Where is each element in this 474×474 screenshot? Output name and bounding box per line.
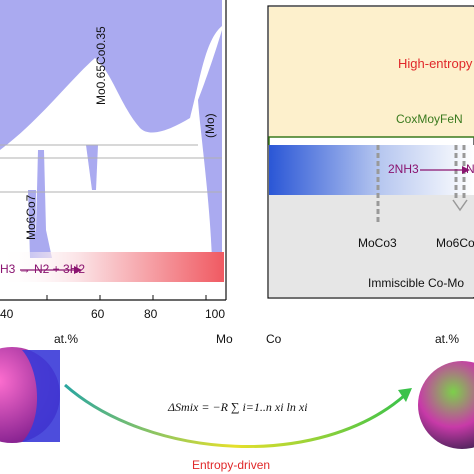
x-tick-100: 100 bbox=[205, 307, 226, 321]
high-entropy-label: High-entropy bbox=[398, 56, 473, 71]
reaction-label-left: H3 → N2 + 3H2 bbox=[0, 262, 86, 276]
phase-region-sigma bbox=[86, 145, 98, 190]
phase-region-main bbox=[0, 0, 222, 150]
reaction-product-right: N bbox=[466, 162, 474, 176]
phase-label-moco3: MoCo3 bbox=[358, 236, 397, 250]
x-tick-40: 40 bbox=[0, 307, 14, 321]
phase-label-mo065co035: Mo0.65Co0.35 bbox=[94, 26, 108, 105]
phase-label-mo6co7: Mo6Co7 bbox=[24, 194, 38, 240]
phase-region-mo6co7 bbox=[30, 150, 52, 258]
phase-label-mo: (Mo) bbox=[203, 113, 217, 138]
phase-region-narrow-2 bbox=[28, 190, 36, 258]
immiscible-label: Immiscible Co-Mo bbox=[368, 276, 465, 290]
phase-region-mo bbox=[198, 30, 222, 260]
alloy-formula-label: CoxMoyFeN bbox=[396, 112, 463, 126]
phase-label-mo6co: Mo6Co bbox=[436, 236, 474, 250]
x-unit-left: at.% bbox=[54, 332, 79, 346]
entropy-driven-label: Entropy-driven bbox=[192, 458, 271, 472]
x-end-element: Mo bbox=[216, 332, 233, 346]
sphere-high-entropy bbox=[418, 361, 474, 449]
entropy-arrow bbox=[64, 383, 406, 448]
reaction-band-left bbox=[0, 252, 224, 282]
x-tick-80: 80 bbox=[144, 307, 158, 321]
entropy-equation: ΔSmix = −R ∑ i=1..n xi ln xi bbox=[168, 400, 308, 414]
right-panel-frame bbox=[267, 5, 474, 299]
reaction-label-right: 2NH3 bbox=[388, 162, 419, 176]
immiscible-region bbox=[269, 195, 474, 297]
alloy-bracket bbox=[268, 136, 474, 145]
high-entropy-region bbox=[269, 7, 474, 137]
x-start-element: Co bbox=[266, 332, 282, 346]
x-unit-right: at.% bbox=[435, 332, 460, 346]
x-tick-60: 60 bbox=[91, 307, 105, 321]
